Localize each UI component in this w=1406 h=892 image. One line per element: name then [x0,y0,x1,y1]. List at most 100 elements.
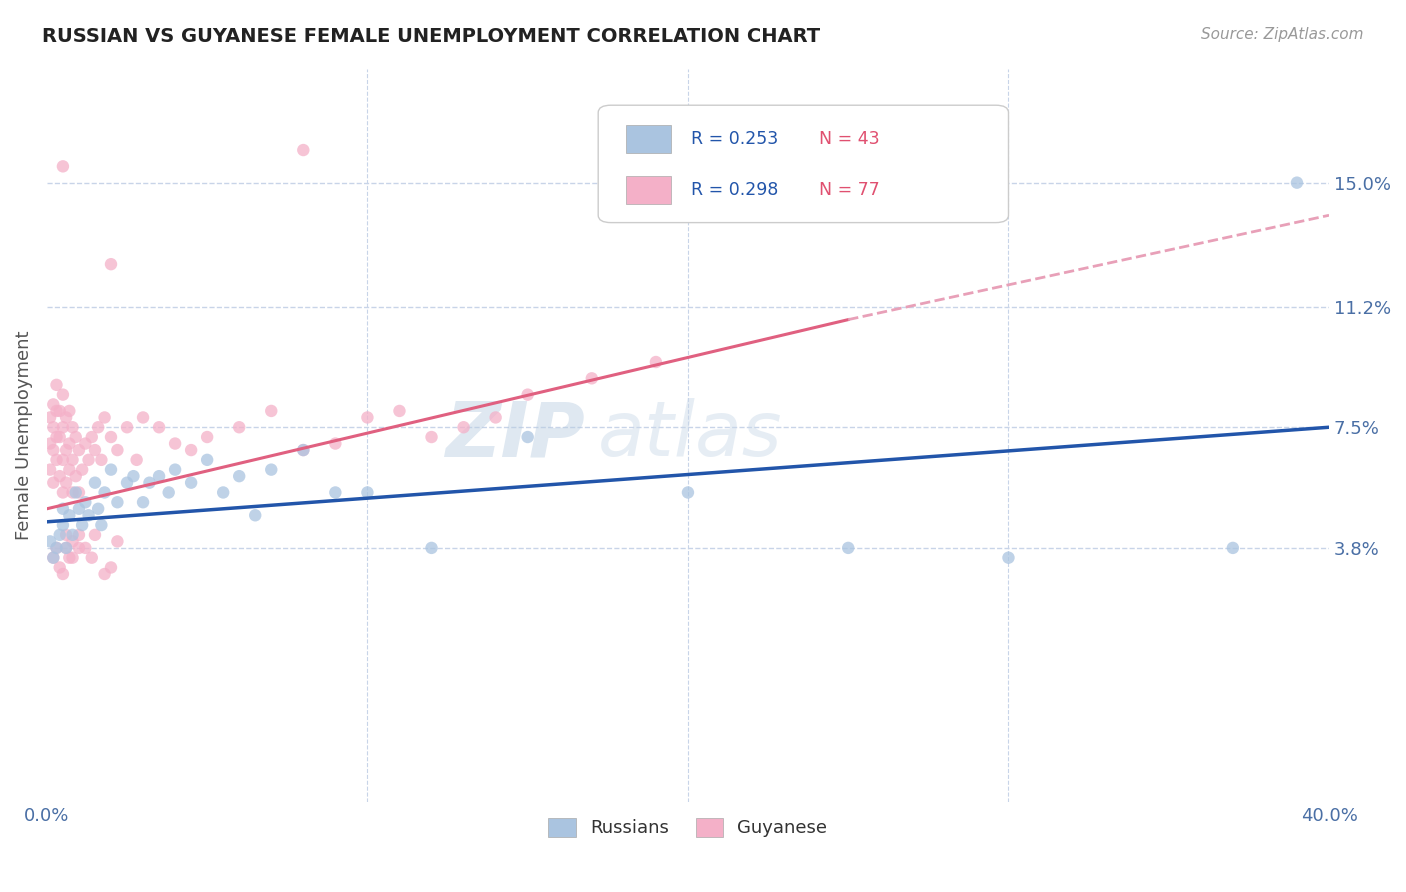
Point [260,404,283,418]
Point [100,257,122,271]
Point [100,430,122,444]
Point [77,453,100,467]
Text: ZIP: ZIP [446,399,585,473]
Point [245,508,267,523]
Point [292,443,315,458]
Point [107,443,129,458]
Point [157,485,180,500]
Point [39,534,62,549]
Point [62,534,84,549]
Point [39,436,62,450]
Point [58,404,80,418]
Point [65,485,87,500]
Point [67,443,90,458]
Point [67,541,90,555]
Point [107,495,129,509]
Point [52,159,75,173]
Point [115,475,138,490]
Point [48,430,70,444]
Point [67,485,90,500]
Point [132,495,155,509]
Point [77,508,100,523]
Point [325,485,347,500]
Point [180,475,202,490]
Point [45,541,67,555]
Point [420,430,443,444]
Point [260,462,283,476]
Point [148,420,170,434]
Point [58,508,80,523]
Point [62,420,84,434]
Point [39,410,62,425]
Point [58,436,80,450]
Text: RUSSIAN VS GUYANESE FEMALE UNEMPLOYMENT CORRELATION CHART: RUSSIAN VS GUYANESE FEMALE UNEMPLOYMENT … [42,27,820,45]
Y-axis label: Female Unemployment: Female Unemployment [15,331,32,541]
Text: R = 0.298: R = 0.298 [690,181,778,199]
Point [65,430,87,444]
Point [45,453,67,467]
Point [132,410,155,425]
Point [58,462,80,476]
Point [67,501,90,516]
Point [55,475,77,490]
Point [516,430,538,444]
Point [115,420,138,434]
Point [676,485,699,500]
Point [62,453,84,467]
Point [55,541,77,555]
Point [122,469,145,483]
Point [165,436,187,450]
Point [90,518,112,533]
Point [292,143,315,157]
Point [107,534,129,549]
Legend: Russians, Guyanese: Russians, Guyanese [541,811,835,845]
Point [212,485,235,500]
Point [87,501,110,516]
Point [93,410,115,425]
Point [292,443,315,458]
Point [195,430,218,444]
Point [84,475,107,490]
Point [100,560,122,574]
Point [93,485,115,500]
FancyBboxPatch shape [598,105,1008,223]
FancyBboxPatch shape [627,125,671,153]
Text: Source: ZipAtlas.com: Source: ZipAtlas.com [1201,27,1364,42]
Point [75,436,97,450]
Point [55,528,77,542]
Point [228,469,250,483]
Point [62,550,84,565]
Text: N = 43: N = 43 [818,130,879,148]
Point [45,430,67,444]
Point [485,410,508,425]
Point [55,541,77,555]
Point [42,550,65,565]
Point [45,541,67,555]
Point [453,420,475,434]
Point [93,566,115,581]
Point [1285,176,1308,190]
Point [75,541,97,555]
Text: N = 77: N = 77 [818,181,880,199]
Point [165,462,187,476]
Point [52,485,75,500]
Point [195,453,218,467]
Point [62,485,84,500]
Point [148,469,170,483]
Point [180,443,202,458]
Point [42,397,65,411]
Point [581,371,603,385]
Point [42,475,65,490]
Point [52,420,75,434]
Point [87,420,110,434]
Point [1222,541,1244,555]
Point [356,410,378,425]
Point [84,443,107,458]
Point [48,469,70,483]
Point [65,469,87,483]
Point [58,550,80,565]
FancyBboxPatch shape [627,177,671,204]
Point [48,560,70,574]
Point [52,453,75,467]
Point [42,443,65,458]
